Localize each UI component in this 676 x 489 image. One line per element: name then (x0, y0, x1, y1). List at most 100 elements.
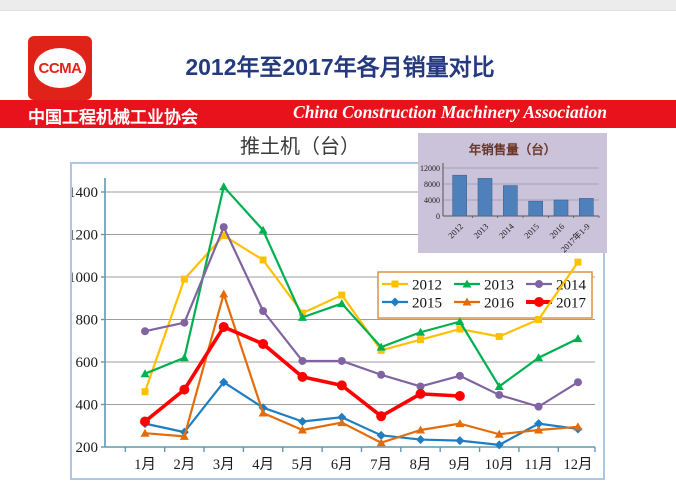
bar-2014 (503, 185, 518, 217)
legend-marker-2013 (462, 279, 472, 288)
legend-label-2012: 2012 (412, 278, 442, 294)
series-marker-2017 (140, 416, 150, 427)
inset-y-tick-label: 0 (436, 212, 440, 221)
x-tick-label: 2月 (173, 457, 195, 473)
legend-marker-2012 (391, 280, 399, 288)
legend-label-2017: 2017 (556, 296, 587, 312)
series-marker-2015 (297, 417, 307, 426)
legend-label-2013: 2013 (484, 278, 514, 294)
series-marker-2014 (377, 370, 386, 379)
series-marker-2015 (455, 436, 465, 446)
x-tick-label: 6月 (331, 457, 353, 473)
series-marker-2017 (179, 384, 190, 395)
bar-2017年1-9 (579, 198, 594, 217)
association-banner: 中国工程机械工业协会 China Construction Machinery … (0, 100, 676, 128)
series-marker-2013 (337, 299, 347, 308)
legend-marker-2017 (534, 297, 544, 307)
series-marker-2016 (219, 289, 229, 298)
series-marker-2015 (337, 412, 347, 422)
series-marker-2017 (376, 411, 387, 422)
series-marker-2017 (454, 391, 465, 401)
series-marker-2014 (455, 371, 464, 380)
y-tick-label: 800 (76, 313, 99, 329)
series-marker-2013 (494, 381, 504, 390)
series-marker-2015 (534, 419, 544, 429)
series-marker-2016 (416, 425, 426, 434)
series-marker-2014 (219, 223, 228, 232)
y-tick-label: 200 (76, 440, 99, 456)
ccma-logo: CCMA (28, 36, 92, 100)
series-marker-2017 (258, 338, 269, 349)
series-marker-2013 (219, 182, 229, 191)
series-marker-2017 (336, 380, 347, 391)
page-title: 2012年至2017年各月销量对比 (185, 54, 495, 80)
series-marker-2017 (218, 321, 229, 332)
series-marker-2013 (179, 353, 189, 362)
line-chart-title: 推土机（台） (240, 136, 360, 158)
series-marker-2012 (338, 291, 346, 299)
series-marker-2016 (140, 428, 150, 437)
banner-chinese-text: 中国工程机械工业协会 (28, 108, 198, 127)
series-marker-2012 (417, 336, 425, 344)
ccma-logo-text: CCMA (38, 59, 83, 77)
x-tick-label: 10月 (485, 457, 514, 473)
series-marker-2016 (494, 429, 504, 438)
series-marker-2013 (573, 334, 583, 343)
series-line-2014 (143, 225, 580, 408)
series-marker-2012 (141, 388, 149, 396)
series-marker-2014 (416, 382, 425, 391)
ccma-logo-ellipse: CCMA (34, 48, 86, 88)
banner-english-text: China Construction Machinery Association (293, 102, 607, 122)
bar-2012 (452, 174, 467, 217)
line-chart: 200 400 600 800 1000 1200 1400 1月 2月 3月 4月 5月 6月 7月 8月… (72, 178, 596, 473)
series-marker-2012 (574, 258, 582, 266)
series-marker-2012 (180, 275, 188, 283)
series-marker-2015 (494, 440, 504, 450)
series-marker-2013 (416, 327, 426, 336)
line-chart-frame: 200 400 600 800 1000 1200 1400 1月 2月 3月 4月 5月 6月 7月 8月… (70, 162, 605, 480)
x-tick-label: 11月 (524, 457, 552, 473)
x-tick-label: 3月 (213, 457, 235, 473)
bar-2013 (477, 178, 493, 217)
y-tick-label: 400 (76, 398, 99, 414)
series-marker-2014 (337, 356, 346, 365)
legend-marker-2016 (462, 297, 472, 306)
series-marker-2017 (415, 388, 426, 399)
series-marker-2013 (258, 225, 268, 234)
series-marker-2014 (141, 327, 149, 336)
series-marker-2016 (573, 422, 583, 431)
top-strip (0, 0, 676, 11)
series-marker-2016 (297, 425, 307, 434)
legend-marker-2014 (535, 280, 543, 288)
x-tick-label: 5月 (292, 457, 314, 473)
legend-label-2016: 2016 (484, 296, 515, 312)
series-marker-2014 (259, 307, 268, 315)
x-tick-label: 9月 (449, 457, 471, 473)
series-marker-2015 (376, 430, 386, 440)
inset-y-tick-label: 12000 (420, 164, 440, 173)
series-marker-2016 (258, 408, 268, 417)
bar-chart-title: 年销售量（台） (468, 143, 557, 157)
y-tick-label: 1400 (72, 185, 98, 201)
legend-label-2014: 2014 (556, 278, 587, 294)
series-marker-2013 (534, 353, 544, 362)
inset-x-label: 2016 (547, 221, 566, 240)
x-tick-label: 8月 (410, 457, 432, 473)
inset-y-tick-label: 8000 (424, 180, 440, 189)
legend-marker-2015 (390, 297, 400, 307)
series-marker-2014 (495, 390, 504, 399)
series-marker-2013 (455, 317, 465, 326)
x-tick-label: 7月 (370, 457, 392, 473)
series-marker-2015 (219, 377, 229, 387)
series-marker-2016 (534, 425, 544, 434)
series-marker-2012 (495, 333, 503, 340)
series-marker-2012 (220, 232, 228, 240)
inset-x-label: 2013 (471, 221, 490, 240)
series-marker-2014 (180, 318, 189, 327)
series-marker-2017 (297, 371, 308, 382)
inset-x-label: 2014 (497, 221, 517, 241)
series-marker-2012 (535, 316, 543, 323)
series-marker-2016 (455, 419, 465, 428)
x-tick-label: 4月 (252, 457, 274, 473)
